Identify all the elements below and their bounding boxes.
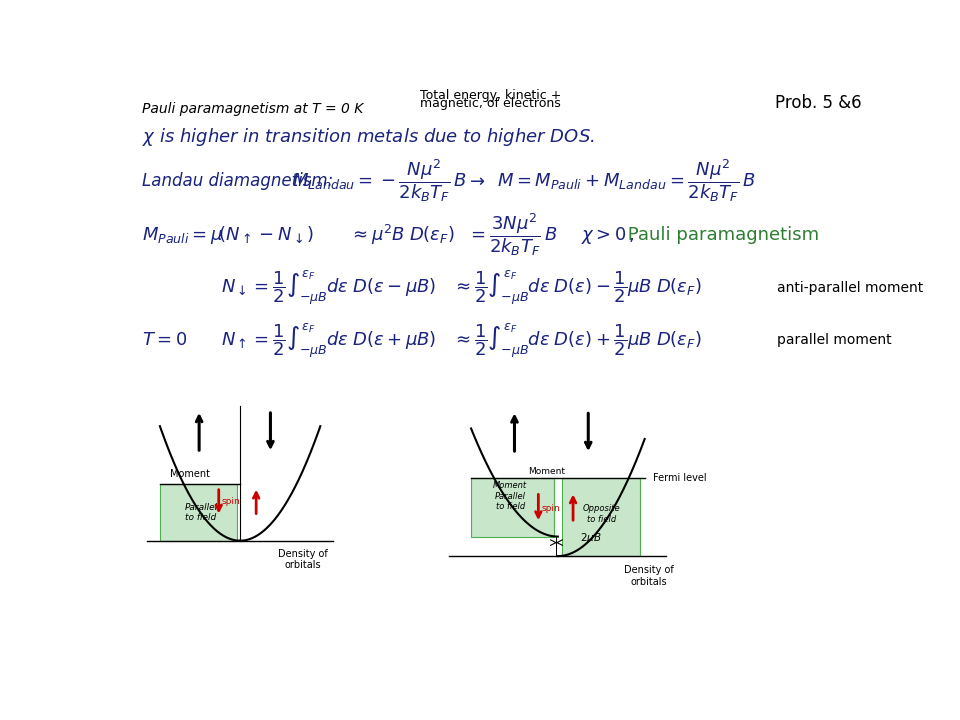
Text: Parallel
to field: Parallel to field <box>184 503 218 522</box>
Bar <box>160 484 236 541</box>
Text: $T = 0$: $T = 0$ <box>142 331 187 349</box>
Text: Density of
orbitals: Density of orbitals <box>277 549 327 570</box>
Text: $\rightarrow$: $\rightarrow$ <box>467 172 486 190</box>
Text: Moment: Moment <box>170 469 210 479</box>
Text: $\approx\mu^2 B\; D(\varepsilon_F)$: $\approx\mu^2 B\; D(\varepsilon_F)$ <box>348 223 454 247</box>
Bar <box>563 478 640 556</box>
Text: Moment: Moment <box>529 467 565 475</box>
Text: $M_{Landau}=-\dfrac{N\mu^2}{2k_BT_F}\,B$: $M_{Landau}=-\dfrac{N\mu^2}{2k_BT_F}\,B$ <box>292 158 467 204</box>
Text: spin: spin <box>222 498 241 506</box>
Text: Prob. 5 &6: Prob. 5 &6 <box>775 94 861 112</box>
Text: spin: spin <box>542 504 561 513</box>
Text: $\chi$ is higher in transition metals due to higher DOS.: $\chi$ is higher in transition metals du… <box>142 126 594 148</box>
Text: Pauli paramagnetism at T = 0 K: Pauli paramagnetism at T = 0 K <box>142 102 363 116</box>
Text: Total energy, kinetic +: Total energy, kinetic + <box>420 89 562 102</box>
Text: $2\mu B$: $2\mu B$ <box>580 531 601 545</box>
Text: parallel moment: parallel moment <box>778 333 892 348</box>
Text: $M_{Pauli}=\mu\!\left(N_{\uparrow}-N_{\downarrow}\right)$: $M_{Pauli}=\mu\!\left(N_{\uparrow}-N_{\d… <box>142 224 314 246</box>
Text: $M = M_{Pauli}+M_{Landau}=\dfrac{N\mu^2}{2k_BT_F}\,B$: $M = M_{Pauli}+M_{Landau}=\dfrac{N\mu^2}… <box>497 158 756 204</box>
Text: Landau diamagnetism:: Landau diamagnetism: <box>142 172 333 190</box>
Text: Density of
orbitals: Density of orbitals <box>624 565 674 587</box>
Text: Fermi level: Fermi level <box>654 473 707 483</box>
Text: Opposite
to field: Opposite to field <box>583 504 620 523</box>
Text: $\approx\dfrac{1}{2}\int_{-\mu B}^{\varepsilon_F} d\varepsilon\; D(\varepsilon)+: $\approx\dfrac{1}{2}\int_{-\mu B}^{\vare… <box>452 321 702 359</box>
Text: magnetic, of electrons: magnetic, of electrons <box>420 97 561 110</box>
Text: Moment
Parallel
to field: Moment Parallel to field <box>493 481 527 511</box>
Text: $\approx\dfrac{1}{2}\int_{-\mu B}^{\varepsilon_F} d\varepsilon\; D(\varepsilon)-: $\approx\dfrac{1}{2}\int_{-\mu B}^{\vare… <box>452 269 702 307</box>
Text: $N_{\downarrow}=\dfrac{1}{2}\int_{-\mu B}^{\varepsilon_F} d\varepsilon\; D(\vare: $N_{\downarrow}=\dfrac{1}{2}\int_{-\mu B… <box>221 269 436 307</box>
Text: Pauli paramagnetism: Pauli paramagnetism <box>622 226 819 244</box>
Text: anti-parallel moment: anti-parallel moment <box>778 281 924 295</box>
Text: $\chi > 0\,$,: $\chi > 0\,$, <box>581 225 636 246</box>
Text: $=\dfrac{3N\mu^2}{2k_BT_F}\,B$: $=\dfrac{3N\mu^2}{2k_BT_F}\,B$ <box>468 212 558 258</box>
Text: $N_{\uparrow}=\dfrac{1}{2}\int_{-\mu B}^{\varepsilon_F} d\varepsilon\; D(\vareps: $N_{\uparrow}=\dfrac{1}{2}\int_{-\mu B}^… <box>221 321 436 359</box>
Bar <box>471 478 554 536</box>
